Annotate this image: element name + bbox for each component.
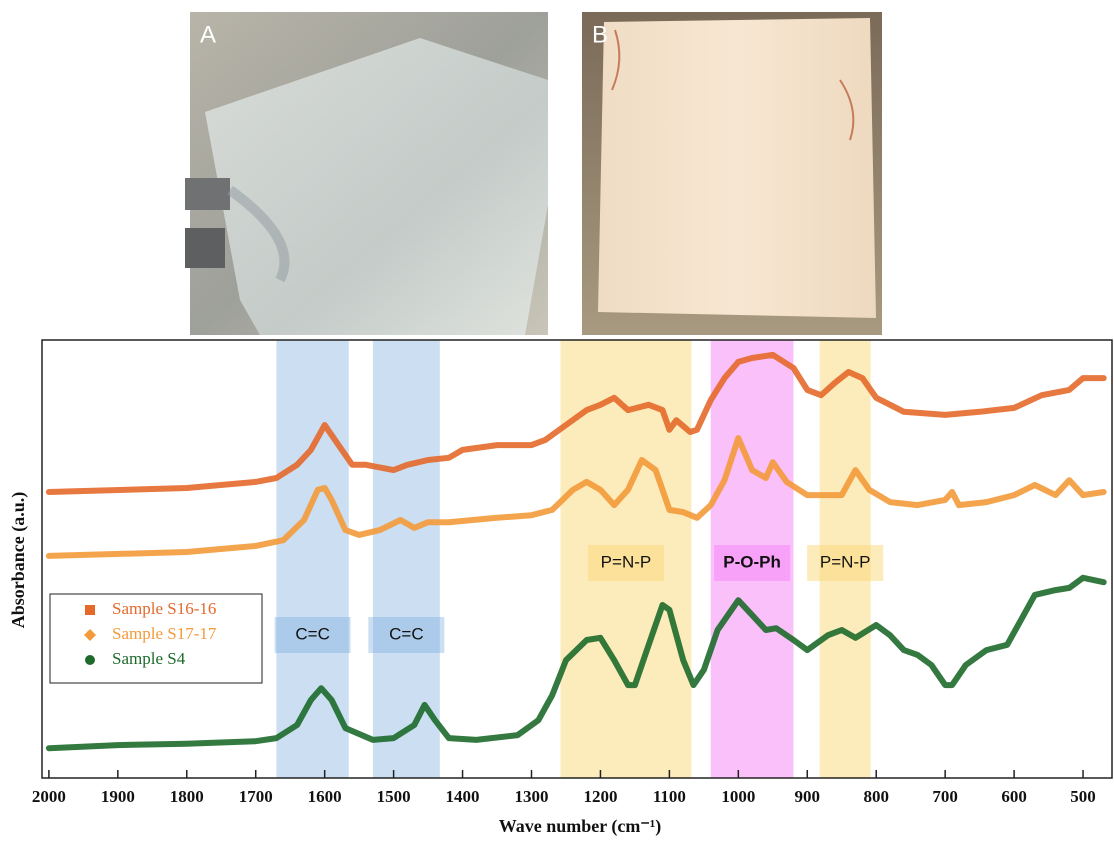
band-label-box	[587, 545, 664, 581]
legend-label: Sample S17-17	[112, 624, 217, 643]
band-label: P-O-Ph	[723, 552, 781, 571]
legend-label: Sample S4	[112, 649, 186, 668]
x-tick-label: 500	[1070, 787, 1096, 806]
x-tick-label: 1700	[239, 787, 273, 806]
panel-label: A	[200, 21, 216, 48]
x-tick-label: 600	[1001, 787, 1027, 806]
x-tick-label: 1300	[514, 787, 548, 806]
x-tick-label: 1500	[377, 787, 411, 806]
series-line	[45, 574, 1107, 752]
band	[372, 340, 440, 778]
plot: C=C C=C P=N-P P-O-Ph P=N-P 2000 1900 1800 1700 16…	[32, 339, 1113, 806]
x-tick-label: 1600	[308, 787, 342, 806]
x-tick-label: 700	[932, 787, 958, 806]
x-tick-label: 1000	[721, 787, 755, 806]
x-tick-label: 1400	[446, 787, 480, 806]
band-label: C=C	[389, 624, 423, 643]
x-tick-label: 1800	[170, 787, 204, 806]
band-label-box	[368, 617, 445, 653]
photo-a: A	[185, 12, 548, 335]
band-label: P=N-P	[601, 552, 652, 571]
band-label-box	[807, 545, 884, 581]
band-label-box	[274, 617, 351, 653]
x-tick-label: 1900	[101, 787, 135, 806]
x-tick-label: 800	[863, 787, 889, 806]
legend-marker	[85, 655, 95, 665]
x-tick-label: 2000	[32, 787, 66, 806]
x-axis-label: Wave number (cm⁻¹)	[499, 816, 662, 837]
band-label: P=N-P	[820, 552, 871, 571]
legend-marker	[85, 605, 95, 615]
x-tick-label: 1200	[583, 787, 617, 806]
series-line	[45, 351, 1107, 495]
x-tick-label: 1100	[653, 787, 686, 806]
band-label: C=C	[295, 624, 329, 643]
series-line	[45, 435, 1107, 559]
legend-label: Sample S16-16	[112, 599, 216, 618]
plot-frame	[41, 339, 1113, 779]
legend-marker	[84, 629, 96, 641]
x-tick-label: 900	[795, 787, 821, 806]
photo-b: B	[582, 12, 882, 335]
panel-label: B	[592, 21, 608, 48]
band-label-box	[714, 545, 791, 581]
y-axis-label: Absorbance (a.u.)	[8, 492, 29, 629]
